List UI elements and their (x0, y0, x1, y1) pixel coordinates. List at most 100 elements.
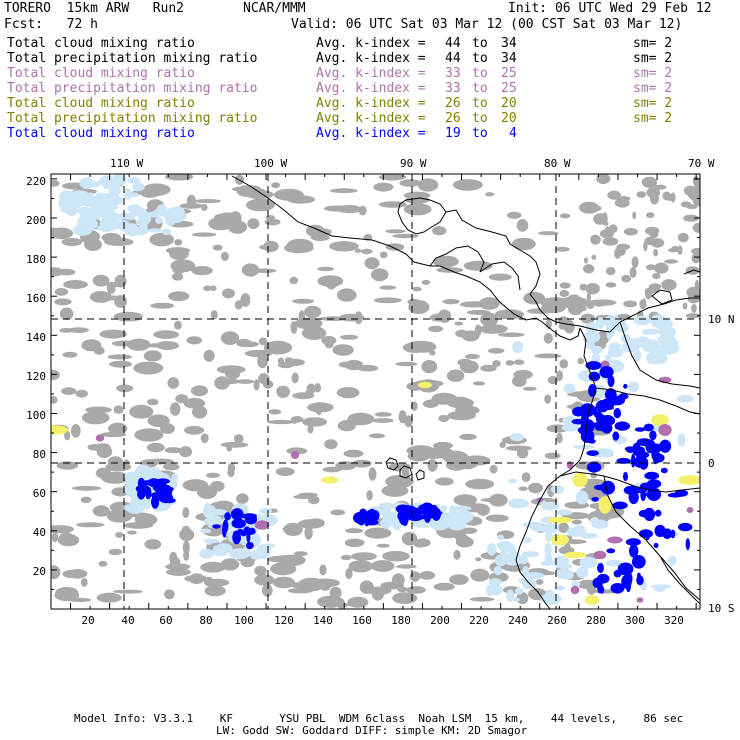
gray-cloud-cell (465, 478, 495, 490)
gray-cloud-cell (480, 497, 506, 503)
gray-cloud-cell (277, 361, 294, 369)
gray-cloud-cell (253, 379, 260, 391)
k-index-to: 34 (501, 36, 517, 51)
field-name: Total precipitation mixing ratio (7, 51, 258, 66)
blue-cell (429, 504, 438, 513)
gray-cloud-cell (379, 285, 397, 290)
lightblue-cloud-cell (123, 188, 133, 200)
gray-cloud-cell (51, 565, 61, 580)
gray-cloud-cell (286, 195, 315, 204)
yellow-cell (598, 496, 612, 514)
gray-cloud-cell (80, 496, 92, 503)
gray-cloud-cell (285, 357, 293, 362)
gray-cloud-cell (142, 183, 171, 196)
blue-cell (612, 431, 620, 441)
gray-cloud-cell (433, 255, 459, 268)
gray-cloud-cell (227, 467, 235, 478)
gray-cloud-cell (521, 472, 531, 482)
gray-cloud-cell (96, 592, 122, 603)
lightblue-cloud-cell (447, 518, 470, 525)
gray-cloud-cell (385, 475, 414, 488)
gray-cloud-cell (164, 174, 194, 181)
blue-cell (631, 555, 646, 569)
k-index-to-word: to (472, 111, 488, 126)
lightblue-cloud-cell (596, 317, 605, 329)
gray-cloud-cell (544, 394, 552, 404)
gray-cloud-cell (340, 334, 359, 340)
x-tick-label: 60 (159, 614, 172, 627)
y-tick-label: 40 (33, 526, 46, 539)
gray-cloud-cell (75, 389, 88, 398)
x-tick-label: 100 (234, 614, 254, 627)
k-index-to: 4 (509, 126, 517, 141)
y-tick-label: 60 (33, 487, 46, 500)
blue-cell (224, 512, 232, 521)
lightblue-cloud-cell (102, 178, 125, 187)
lightblue-cloud-cell (161, 228, 172, 236)
gray-cloud-cell (61, 238, 83, 246)
lightblue-cloud-cell (97, 224, 116, 232)
gray-cloud-cell (470, 568, 490, 582)
gray-cloud-cell (329, 586, 342, 599)
gray-cloud-cell (480, 324, 504, 334)
gray-cloud-cell (646, 212, 655, 219)
blue-cell (594, 484, 608, 491)
lon-label: 70 W (688, 157, 715, 170)
k-index-label: Avg. k-index = (316, 66, 434, 81)
gray-cloud-cell (378, 174, 406, 181)
gray-cloud-cell (686, 286, 700, 298)
gray-cloud-cell (650, 238, 665, 248)
gray-cloud-cell (146, 343, 168, 348)
blue-cell (610, 583, 625, 594)
gray-cloud-cell (596, 330, 610, 345)
blue-cell (660, 467, 668, 474)
yellow-cell (418, 381, 432, 389)
blue-cell (685, 538, 690, 551)
gray-cloud-cell (57, 534, 80, 547)
gray-cloud-cell (203, 349, 215, 362)
lightblue-cloud-cell (667, 555, 677, 566)
x-tick-label: 260 (547, 614, 567, 627)
y-tick-label: 180 (26, 253, 46, 266)
lon-label: 100 W (254, 157, 287, 170)
gray-cloud-cell (401, 467, 410, 479)
gray-cloud-cell (96, 445, 113, 459)
x-tick-label: 40 (121, 614, 134, 627)
gray-cloud-cell (442, 298, 460, 305)
gray-cloud-cell (435, 477, 454, 486)
gray-cloud-cell (340, 554, 352, 561)
gray-cloud-cell (113, 405, 124, 414)
gray-cloud-cell (106, 509, 133, 523)
gray-cloud-cell (100, 431, 127, 438)
gray-cloud-cell (108, 548, 123, 556)
gray-cloud-cell (432, 226, 447, 236)
gray-cloud-cell (149, 232, 174, 247)
gray-cloud-cell (579, 283, 588, 291)
gray-cloud-cell (233, 434, 244, 443)
gray-cloud-cell (164, 447, 183, 454)
gray-cloud-cell (70, 424, 81, 438)
lon-label: 110 W (110, 157, 143, 170)
gray-cloud-cell (344, 538, 365, 548)
blue-cell (588, 371, 601, 382)
legend-row: Total precipitation mixing ratio Avg. k-… (0, 81, 672, 96)
x-tick-label: 320 (664, 614, 684, 627)
gray-cloud-cell (488, 273, 512, 281)
lightblue-cloud-cell (448, 505, 457, 518)
blue-cell (636, 572, 641, 580)
gray-cloud-cell (170, 402, 181, 416)
gray-cloud-cell (478, 297, 500, 310)
gray-cloud-cell (272, 576, 296, 589)
lightblue-cloud-cell (555, 509, 573, 516)
gray-cloud-cell (567, 391, 591, 398)
legend-row: Total cloud mixing ratio Avg. k-index = … (0, 96, 672, 111)
k-index-label: Avg. k-index = (316, 126, 434, 141)
gray-cloud-cell (523, 386, 537, 391)
blue-cell (643, 423, 654, 432)
blue-cell (618, 393, 629, 400)
blue-cell (580, 429, 595, 443)
gray-cloud-cell (174, 239, 183, 246)
blue-cell (594, 421, 605, 427)
purple-cell (686, 507, 694, 513)
blue-cell (651, 450, 656, 460)
